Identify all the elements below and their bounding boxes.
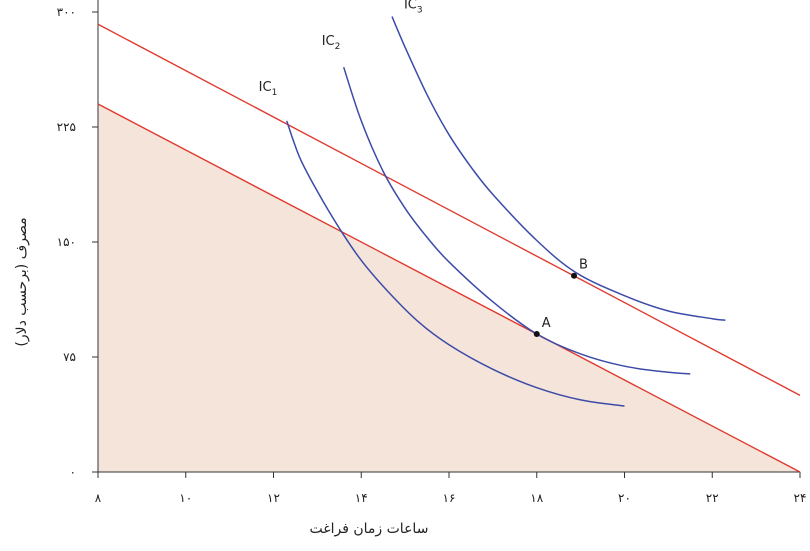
x-axis-title: ساعات زمان فراغت: [310, 521, 429, 537]
axes-layer: ۰ ۷۵ ۱۵۰ ۲۲۵ ۳۰۰ ۸ ۱۰ ۱۲ ۱۴ ۱۶ ۱۸ ۲۰ ۲۲ ۲۴ ساعات زمان …: [14, 0, 806, 537]
y-axis-title: مصرف (برحسب دلار): [14, 217, 30, 346]
x-tick-label: ۱۶: [443, 491, 456, 505]
curve-label-subscript: 1: [272, 88, 278, 98]
indifference-curve-label: IC2: [322, 34, 341, 52]
y-tick-label: ۳۰۰: [57, 5, 76, 19]
x-tick-label: ۲۴: [794, 491, 807, 505]
indifference-curve-2: [342, 66, 691, 375]
x-tick-label: ۸: [95, 491, 102, 505]
curve-label-subscript: 2: [335, 42, 341, 52]
x-tick-label: ۲۰: [618, 491, 631, 505]
point-a: [533, 331, 540, 337]
indifference-curve-1: [285, 120, 625, 407]
curve-label-text: IC: [322, 34, 335, 49]
indifference-curve-label: IC1: [259, 80, 278, 98]
points-layer: [533, 272, 578, 337]
curve-label-subscript: 3: [417, 6, 423, 16]
x-tick-label: ۱۸: [530, 491, 543, 505]
y-tick-label: ۲۲۵: [57, 120, 76, 134]
point-label-a: A: [542, 316, 551, 331]
x-tick-label: ۱۰: [179, 491, 192, 505]
indifference-curve-label: IC3: [404, 0, 423, 16]
curve-label-text: IC: [259, 80, 272, 95]
budget-line: [97, 103, 801, 473]
indifference-curve-3: [391, 16, 726, 321]
y-tick-label: ۱۵۰: [57, 235, 76, 249]
x-tick-label: ۲۲: [706, 491, 719, 505]
point-b: [571, 272, 578, 279]
budget-lines-layer: [97, 23, 801, 473]
curve-label-text: IC: [404, 0, 417, 13]
y-tick-label: ۰: [70, 465, 76, 479]
point-label-b: B: [579, 258, 588, 273]
indifference-curves-layer: [285, 16, 726, 407]
x-tick-label: ۱۴: [355, 491, 368, 505]
x-tick-label: ۱۲: [267, 491, 280, 505]
budget-line: [97, 23, 801, 396]
y-tick-label: ۷۵: [63, 350, 76, 364]
